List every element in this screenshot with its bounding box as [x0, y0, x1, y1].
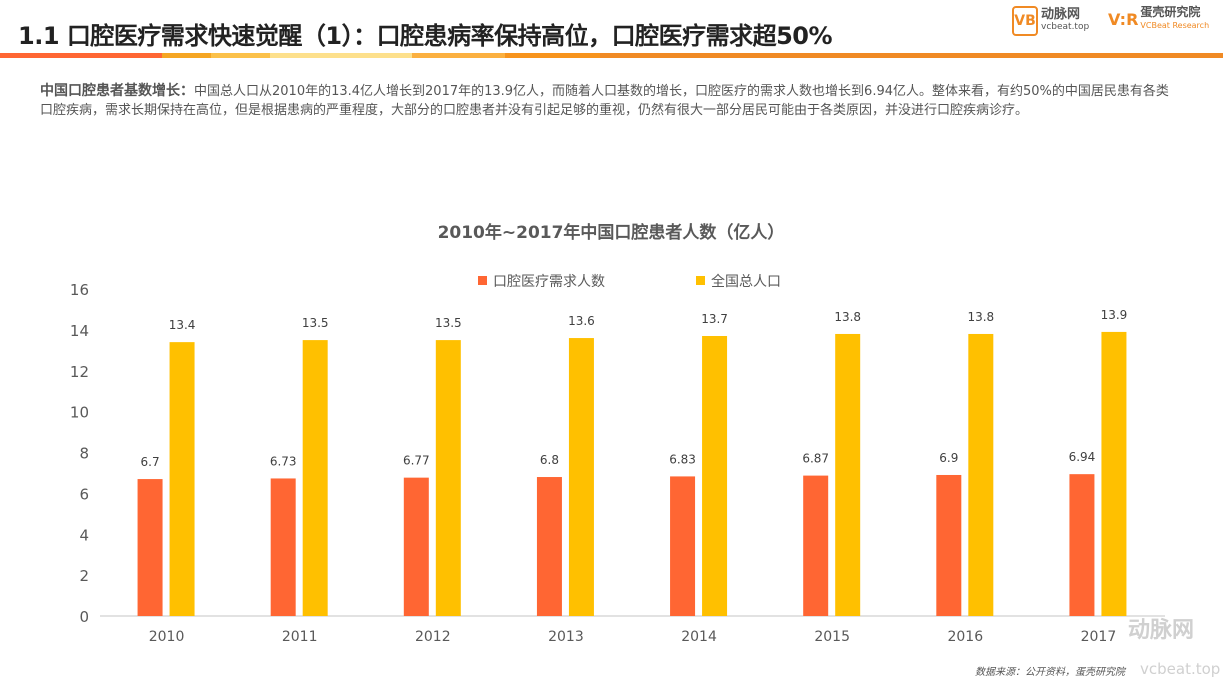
logo-name: 动脉网	[1041, 7, 1081, 22]
bar-total-population	[302, 340, 328, 616]
y-tick-label: 10	[70, 404, 89, 422]
stripe-segment	[269, 53, 413, 58]
page-title: 1.1 口腔医疗需求快速觉醒（1）：口腔患病率保持高位，口腔医疗需求超50%	[18, 22, 833, 50]
intro-lead: 中国口腔患者基数增长：	[40, 83, 194, 99]
data-label: 6.7	[141, 455, 160, 469]
y-tick-label: 14	[70, 322, 89, 340]
legend-swatch	[696, 276, 705, 285]
stripe-segment	[210, 53, 270, 58]
data-label: 6.77	[403, 454, 430, 468]
data-label: 13.6	[568, 314, 595, 328]
x-tick-label: 2016	[947, 629, 983, 645]
data-label: 13.5	[435, 316, 462, 330]
data-label: 6.73	[270, 454, 297, 468]
y-tick-label: 0	[79, 608, 89, 626]
x-tick-label: 2015	[814, 629, 850, 645]
header-stripe	[0, 53, 1223, 58]
bar-oral-demand	[936, 474, 962, 616]
logo-mark: V:R	[1108, 9, 1139, 29]
intro-body: 中国总人口从2010年的13.4亿人增长到2017年的13.9亿人，而随着人口基…	[40, 84, 1169, 118]
data-label: 13.7	[701, 312, 728, 326]
bar-oral-demand	[1069, 474, 1095, 616]
legend-label: 口腔医疗需求人数	[493, 274, 605, 290]
x-tick-label: 2010	[149, 629, 185, 645]
logo-name: 蛋壳研究院	[1140, 5, 1201, 19]
stripe-segment	[0, 53, 162, 58]
bar-oral-demand	[137, 479, 163, 616]
x-tick-label: 2013	[548, 629, 584, 645]
watermark-url: vcbeat.top	[1140, 660, 1221, 678]
x-tick-label: 2011	[282, 629, 318, 645]
logo-mark: VB	[1012, 6, 1038, 36]
data-label: 13.8	[967, 310, 994, 324]
data-label: 13.4	[169, 318, 196, 332]
bar-oral-demand	[670, 476, 696, 616]
logo-url: vcbeat.top	[1041, 22, 1090, 32]
y-tick-label: 4	[79, 526, 89, 544]
stripe-segment	[505, 53, 601, 58]
logo-en: VCBeat Research	[1140, 21, 1210, 30]
x-tick-label: 2014	[681, 629, 717, 645]
bar-oral-demand	[803, 475, 829, 616]
data-label: 13.8	[834, 310, 861, 324]
bar-total-population	[1101, 331, 1127, 616]
y-tick-label: 16	[70, 281, 89, 299]
bar-oral-demand	[536, 477, 562, 616]
bar-total-population	[702, 336, 728, 616]
bar-total-population	[568, 338, 594, 616]
bar-total-population	[169, 342, 195, 616]
y-tick-label: 2	[79, 567, 89, 585]
bar-oral-demand	[270, 478, 296, 616]
stripe-segment	[600, 53, 1223, 58]
legend-swatch	[478, 276, 487, 285]
bar-total-population	[968, 333, 994, 616]
stripe-segment	[412, 53, 506, 58]
bar-total-population	[835, 333, 861, 616]
data-label: 13.5	[302, 316, 329, 330]
y-tick-label: 6	[79, 485, 89, 503]
vcbeat-logo: VB 动脉网 vcbeat.top	[1012, 6, 1089, 36]
legend-label: 全国总人口	[711, 273, 781, 290]
data-label: 6.87	[802, 452, 829, 466]
intro-paragraph: 中国口腔患者基数增长：中国总人口从2010年的13.4亿人增长到2017年的13…	[40, 82, 1180, 120]
chart-title: 2010年~2017年中国口腔患者人数（亿人）	[438, 222, 785, 243]
x-tick-label: 2017	[1081, 629, 1117, 645]
data-label: 6.8	[540, 453, 559, 467]
x-tick-label: 2012	[415, 629, 451, 645]
y-tick-label: 12	[70, 363, 89, 381]
watermark: 动脉网	[1128, 618, 1195, 643]
data-label: 6.83	[669, 452, 696, 466]
source-note: 数据来源：公开资料，蛋壳研究院	[975, 667, 1125, 678]
bar-total-population	[435, 340, 461, 616]
vcbeat-research-logo: V:R 蛋壳研究院 VCBeat Research	[1108, 6, 1209, 32]
stripe-segment	[161, 53, 211, 58]
data-label: 6.94	[1069, 450, 1096, 464]
bar-oral-demand	[403, 477, 429, 616]
data-label: 6.9	[939, 451, 958, 465]
y-tick-label: 8	[79, 445, 89, 463]
data-label: 13.9	[1101, 308, 1128, 322]
